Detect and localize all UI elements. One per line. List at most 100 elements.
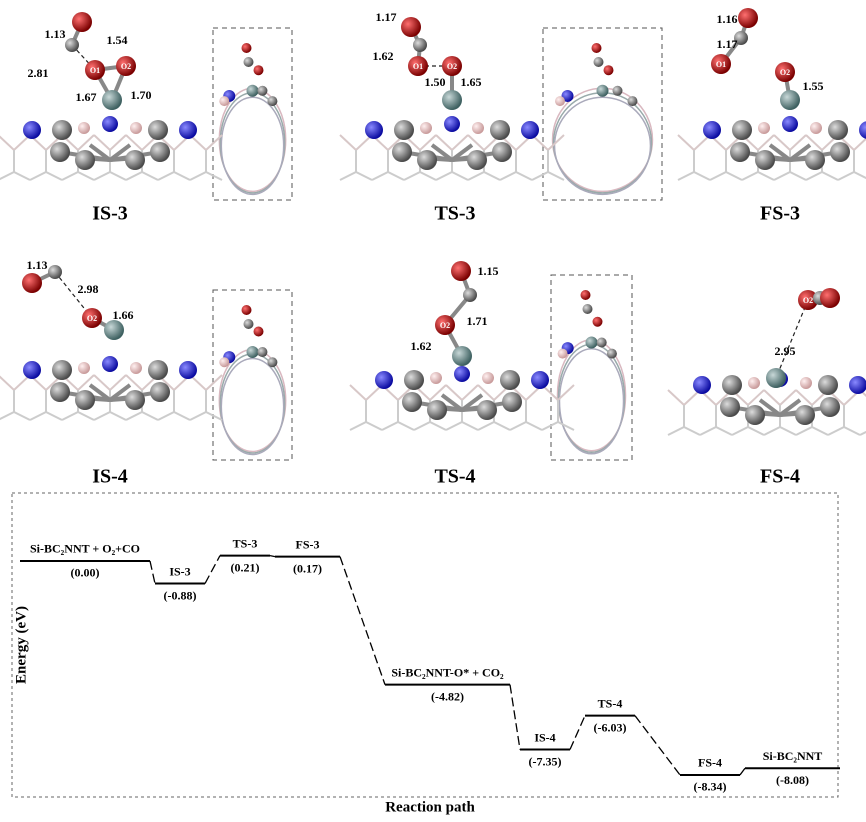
atom bbox=[531, 371, 549, 389]
atom bbox=[267, 96, 277, 106]
atom bbox=[125, 390, 145, 410]
atom bbox=[693, 376, 711, 394]
distance-label: 1.13 bbox=[45, 27, 66, 41]
atom bbox=[150, 142, 170, 162]
distance-label: 1.66 bbox=[113, 308, 134, 322]
atom bbox=[148, 120, 168, 140]
atom bbox=[745, 405, 765, 425]
tube-ring bbox=[220, 93, 284, 193]
state-label: FS-3 bbox=[760, 203, 800, 225]
atom bbox=[830, 142, 850, 162]
atom bbox=[72, 12, 92, 32]
atom bbox=[748, 377, 760, 389]
tube-ring bbox=[221, 359, 283, 455]
atom bbox=[581, 290, 591, 300]
lattice bbox=[126, 412, 158, 420]
atom bbox=[800, 377, 812, 389]
atom bbox=[402, 392, 422, 412]
distance-label: 1.17 bbox=[376, 10, 397, 24]
atom bbox=[818, 375, 838, 395]
tube-ring bbox=[554, 93, 652, 193]
atom bbox=[392, 142, 412, 162]
figure: Energy (eV) Reaction path O1O21.132.811.… bbox=[0, 0, 866, 817]
connector bbox=[340, 557, 385, 685]
state-label: IS-4 bbox=[92, 466, 128, 488]
atom bbox=[607, 349, 617, 359]
distance-label: 1.17 bbox=[717, 37, 738, 51]
lattice bbox=[190, 412, 222, 420]
lattice bbox=[542, 422, 574, 430]
lattice bbox=[190, 135, 222, 150]
lattice bbox=[732, 427, 764, 435]
atom bbox=[219, 357, 229, 367]
atom bbox=[102, 356, 118, 372]
atom bbox=[179, 121, 197, 139]
lattice bbox=[828, 427, 860, 435]
atom bbox=[52, 360, 72, 380]
lattice bbox=[382, 422, 414, 430]
level-name: Si-BC₂NNT-O* + CO₂ bbox=[391, 665, 504, 679]
lattice bbox=[678, 135, 710, 150]
lattice bbox=[478, 422, 510, 430]
atom bbox=[254, 65, 264, 75]
atom bbox=[780, 90, 800, 110]
distance-label: 2.81 bbox=[28, 66, 49, 80]
atom bbox=[720, 397, 740, 417]
atom-label: O2 bbox=[440, 321, 450, 330]
distance-label: 1.62 bbox=[411, 339, 432, 353]
state-label: TS-3 bbox=[434, 203, 475, 225]
atom bbox=[267, 357, 277, 367]
atom bbox=[502, 392, 522, 412]
level-name: IS-3 bbox=[169, 564, 190, 578]
lattice bbox=[158, 172, 190, 180]
atom bbox=[597, 85, 609, 97]
level-name: Si-BC₂NNT bbox=[763, 749, 823, 763]
atom bbox=[219, 96, 229, 106]
atom bbox=[75, 150, 95, 170]
atom bbox=[593, 317, 603, 327]
atom-label: O1 bbox=[90, 66, 100, 75]
atom bbox=[23, 121, 41, 139]
lattice bbox=[446, 422, 478, 430]
atom-label: O2 bbox=[803, 296, 813, 305]
lattice bbox=[774, 172, 806, 180]
atom bbox=[394, 120, 414, 140]
x-axis-label: Reaction path bbox=[385, 799, 475, 815]
lattice bbox=[796, 427, 828, 435]
inset-frame bbox=[543, 28, 662, 200]
distance-label: 1.71 bbox=[467, 314, 488, 328]
atom bbox=[427, 400, 447, 420]
atom bbox=[492, 142, 512, 162]
level-value: (0.00) bbox=[71, 566, 100, 580]
level-value: (-0.88) bbox=[164, 588, 197, 602]
atom bbox=[244, 319, 254, 329]
lattice bbox=[404, 172, 436, 180]
atom bbox=[467, 150, 487, 170]
atom bbox=[102, 116, 118, 132]
connector bbox=[270, 556, 275, 557]
atom bbox=[766, 368, 786, 388]
level-value: (-8.08) bbox=[776, 773, 809, 787]
atom bbox=[452, 346, 472, 366]
atom bbox=[482, 372, 494, 384]
atom bbox=[521, 121, 539, 139]
atom bbox=[50, 142, 70, 162]
atom-label: O2 bbox=[121, 62, 131, 71]
atom bbox=[78, 362, 90, 374]
lattice bbox=[94, 412, 126, 420]
atom bbox=[592, 43, 602, 53]
atom bbox=[463, 288, 477, 302]
lattice bbox=[0, 412, 30, 420]
atom bbox=[849, 376, 866, 394]
bond bbox=[776, 300, 808, 378]
lattice bbox=[838, 172, 866, 180]
atom bbox=[454, 366, 470, 382]
level-name: FS-3 bbox=[296, 537, 320, 551]
lattice bbox=[190, 375, 222, 390]
lattice bbox=[532, 172, 564, 180]
level-value: (-4.82) bbox=[431, 689, 464, 703]
atom bbox=[490, 120, 510, 140]
connector bbox=[740, 768, 745, 775]
tube-ring bbox=[220, 354, 284, 453]
lattice bbox=[0, 375, 30, 390]
